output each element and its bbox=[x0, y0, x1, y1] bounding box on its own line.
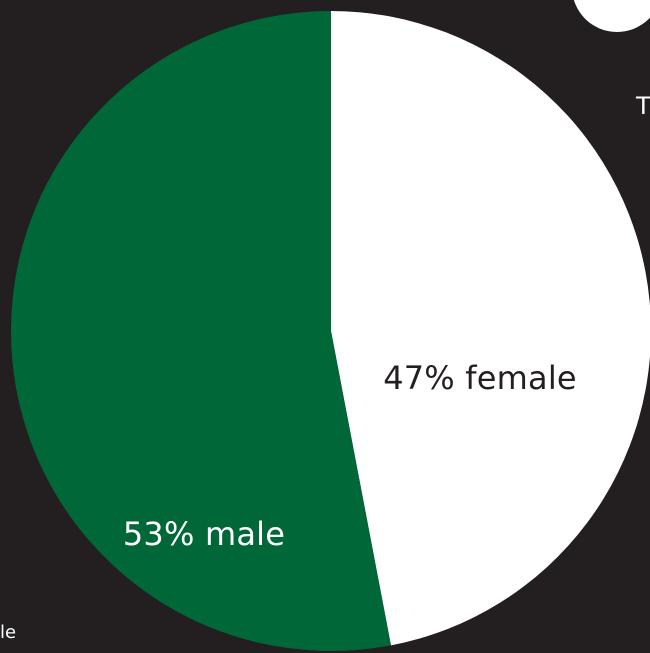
edge-text-right: T bbox=[636, 92, 650, 120]
pie-slice-male bbox=[10, 11, 391, 651]
slice-label-male: 53% male bbox=[123, 515, 285, 553]
edge-text-bottom: le bbox=[0, 622, 17, 643]
pie-slice-female bbox=[331, 11, 650, 646]
slice-label-female: 47% female bbox=[383, 359, 577, 397]
